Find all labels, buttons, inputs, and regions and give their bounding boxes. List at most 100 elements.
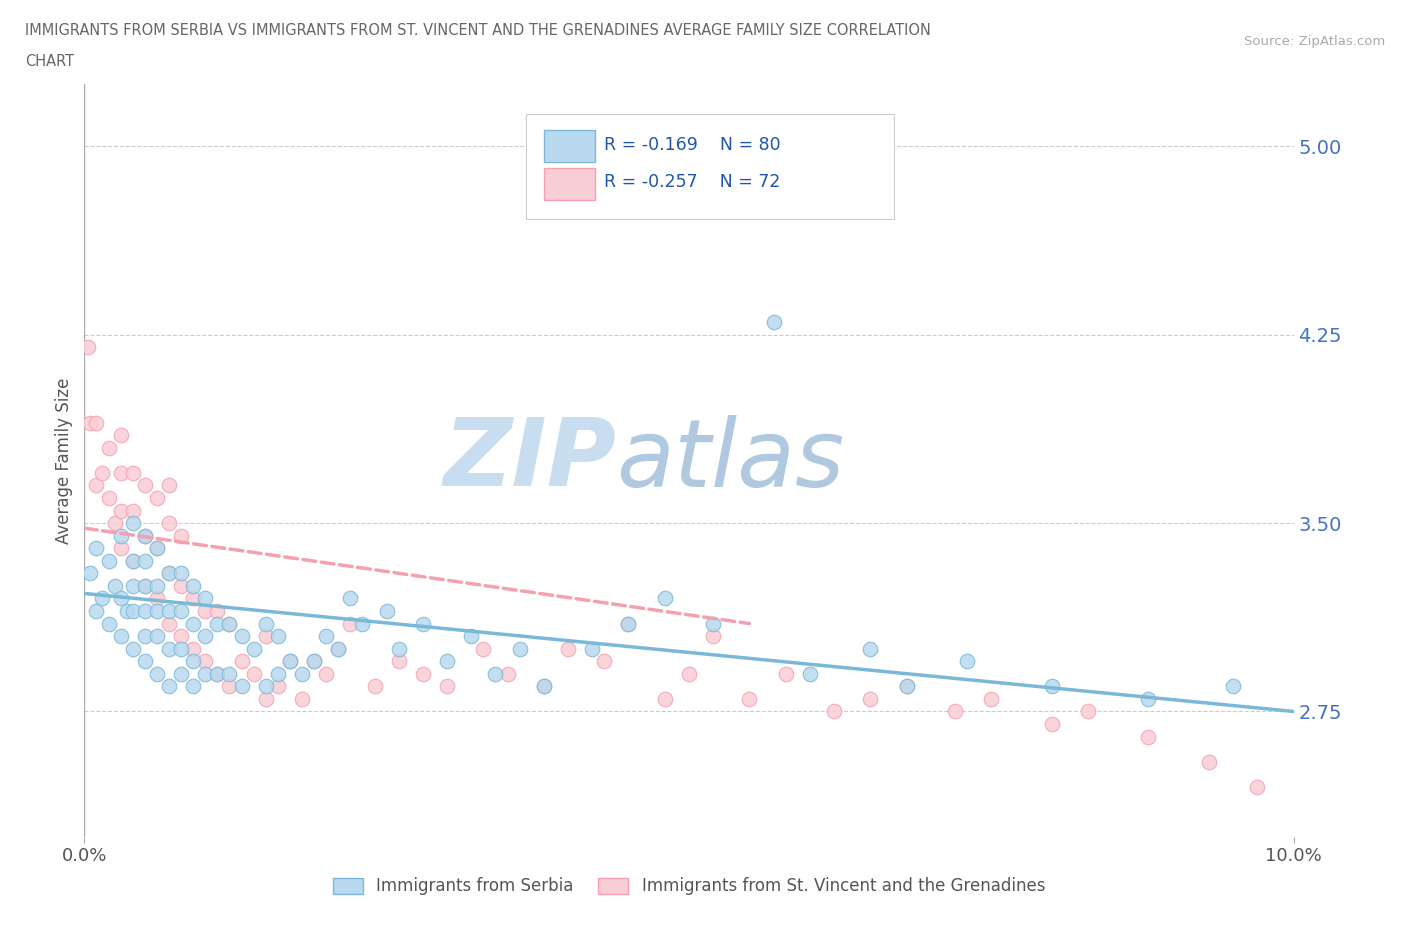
Point — [181, 578, 204, 593]
Point — [194, 666, 217, 681]
Point — [267, 666, 290, 681]
Point — [181, 642, 204, 657]
Point — [86, 541, 108, 556]
FancyBboxPatch shape — [526, 113, 894, 219]
Point — [1040, 679, 1063, 694]
Point — [678, 666, 700, 681]
Point — [134, 528, 156, 543]
Point — [115, 604, 138, 618]
Point — [110, 528, 132, 543]
Point — [254, 679, 277, 694]
Point — [207, 604, 229, 618]
Point — [110, 503, 132, 518]
Point — [242, 666, 264, 681]
Point — [1137, 692, 1160, 707]
Point — [207, 666, 229, 681]
Point — [436, 654, 458, 669]
Point — [799, 666, 821, 681]
Point — [315, 629, 337, 644]
Text: Source: ZipAtlas.com: Source: ZipAtlas.com — [1244, 35, 1385, 48]
Text: R = -0.257    N = 72: R = -0.257 N = 72 — [605, 173, 780, 192]
Point — [134, 578, 156, 593]
Point — [762, 314, 785, 330]
Point — [146, 629, 169, 644]
Point — [302, 654, 325, 669]
Point — [181, 616, 204, 631]
Text: R = -0.169    N = 80: R = -0.169 N = 80 — [605, 136, 780, 153]
Point — [181, 591, 204, 606]
Point — [943, 704, 966, 719]
Point — [267, 679, 290, 694]
Point — [134, 629, 156, 644]
Point — [231, 629, 253, 644]
Point — [207, 666, 229, 681]
Point — [110, 541, 132, 556]
Point — [328, 642, 350, 657]
Point — [654, 692, 676, 707]
Point — [170, 666, 193, 681]
Point — [1246, 779, 1268, 794]
Point — [533, 679, 555, 694]
Point — [328, 642, 350, 657]
Point — [121, 503, 143, 518]
Point — [254, 616, 277, 631]
Point — [194, 654, 217, 669]
Point — [110, 428, 132, 443]
Point — [1077, 704, 1099, 719]
Point — [896, 679, 918, 694]
Point — [617, 616, 640, 631]
Legend: Immigrants from Serbia, Immigrants from St. Vincent and the Grenadines: Immigrants from Serbia, Immigrants from … — [328, 872, 1050, 900]
Point — [110, 465, 132, 480]
Point — [146, 666, 169, 681]
Point — [157, 679, 180, 694]
Point — [496, 666, 519, 681]
Point — [146, 541, 169, 556]
Point — [207, 616, 229, 631]
FancyBboxPatch shape — [544, 130, 595, 162]
Point — [97, 553, 120, 568]
Point — [254, 692, 277, 707]
Point — [315, 666, 337, 681]
Point — [460, 629, 482, 644]
Point — [157, 478, 180, 493]
Point — [110, 591, 132, 606]
Point — [134, 604, 156, 618]
Point — [278, 654, 301, 669]
Point — [146, 604, 169, 618]
Point — [436, 679, 458, 694]
Point — [121, 553, 143, 568]
Point — [218, 679, 240, 694]
Point — [86, 604, 108, 618]
Point — [956, 654, 979, 669]
Point — [557, 642, 579, 657]
Point — [146, 541, 169, 556]
Point — [218, 616, 240, 631]
Point — [170, 578, 193, 593]
Point — [1198, 754, 1220, 769]
Point — [231, 654, 253, 669]
Point — [1040, 717, 1063, 732]
Point — [278, 654, 301, 669]
Point — [218, 666, 240, 681]
Point — [291, 666, 314, 681]
Point — [104, 516, 127, 531]
Point — [1137, 729, 1160, 744]
Point — [134, 578, 156, 593]
Text: IMMIGRANTS FROM SERBIA VS IMMIGRANTS FROM ST. VINCENT AND THE GRENADINES AVERAGE: IMMIGRANTS FROM SERBIA VS IMMIGRANTS FRO… — [25, 23, 931, 38]
Y-axis label: Average Family Size: Average Family Size — [55, 378, 73, 543]
Point — [654, 591, 676, 606]
Point — [170, 604, 193, 618]
Point — [157, 565, 180, 580]
Point — [86, 478, 108, 493]
Point — [121, 553, 143, 568]
Text: CHART: CHART — [25, 54, 75, 69]
Text: ZIP: ZIP — [443, 415, 616, 506]
Point — [267, 629, 290, 644]
Point — [121, 578, 143, 593]
Point — [412, 666, 434, 681]
Point — [146, 591, 169, 606]
Point — [110, 629, 132, 644]
Point — [134, 553, 156, 568]
Point — [77, 339, 100, 354]
Point — [134, 528, 156, 543]
